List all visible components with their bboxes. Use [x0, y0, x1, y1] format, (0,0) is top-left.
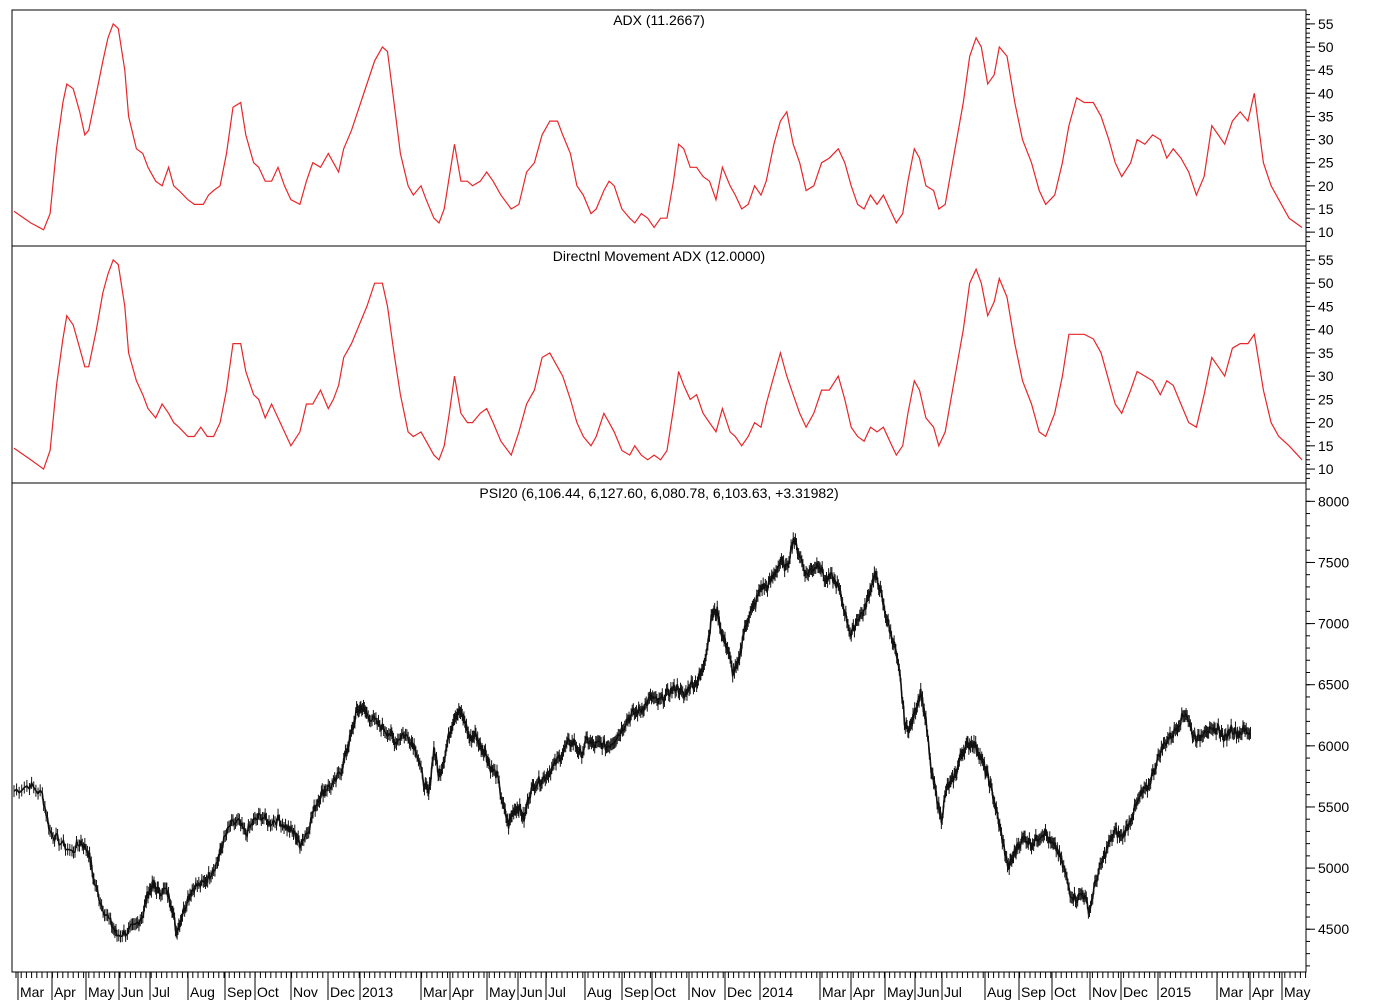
y-tick-label: 50 — [1318, 39, 1334, 55]
x-tick-label: Oct — [1054, 984, 1076, 1000]
y-tick-label: 30 — [1318, 132, 1334, 148]
y-tick-label: 10 — [1318, 224, 1334, 240]
x-tick-label: Sep — [227, 984, 252, 1000]
y-tick-label: 25 — [1318, 391, 1334, 407]
y-tick-label: 35 — [1318, 345, 1334, 361]
x-tick-label: May — [489, 984, 515, 1000]
y-tick-label: 5000 — [1318, 860, 1349, 876]
x-tick-label: Oct — [257, 984, 279, 1000]
x-tick-label: Jul — [152, 984, 170, 1000]
x-tick-label: Jun — [520, 984, 543, 1000]
x-axis: Mar Apr May Jun Jul Aug Sep Oct Nov Dec 2013 Mar Apr… — [15, 972, 1310, 1000]
x-tick-label: Nov — [1092, 984, 1117, 1000]
x-tick-label: 2015 — [1160, 984, 1191, 1000]
y-tick-label: 45 — [1318, 62, 1334, 78]
x-tick-label: Jul — [944, 984, 962, 1000]
x-tick-label: Mar — [20, 984, 44, 1000]
x-tick-label: Aug — [987, 984, 1012, 1000]
y-tick-label: 8000 — [1318, 493, 1349, 509]
x-tick-label: May — [88, 984, 114, 1000]
x-tick-label: Jun — [121, 984, 144, 1000]
y-tick-label: 45 — [1318, 298, 1334, 314]
panel-2: Directnl Movement ADX (12.0000) 10 15 20 25 3… — [13, 248, 1334, 479]
x-tick-label: Mar — [423, 984, 447, 1000]
x-tick-label: Aug — [190, 984, 215, 1000]
y-tick-label: 4500 — [1318, 921, 1349, 937]
chart-panels: ADX (11.2667)10152025303540455055Directn… — [13, 12, 1349, 967]
x-tick-label: Dec — [330, 984, 355, 1000]
x-tick-label: May — [887, 984, 913, 1000]
panel-title: Directnl Movement ADX (12.0000) — [553, 248, 765, 264]
y-tick-label: 5500 — [1318, 799, 1349, 815]
panel-title: PSI20 (6,106.44, 6,127.60, 6,080.78, 6,1… — [479, 485, 838, 501]
x-tick-label: Jun — [917, 984, 940, 1000]
plot-frame — [11, 9, 1307, 973]
y-tick-label: 55 — [1318, 252, 1334, 268]
x-tick-label: Mar — [822, 984, 846, 1000]
x-tick-label: Sep — [624, 984, 649, 1000]
panel-title: ADX (11.2667) — [613, 12, 705, 28]
y-tick-label: 50 — [1318, 275, 1334, 291]
panel-1: ADX (11.2667) 10 15 20 25 30 35 40 45 50 55 — [13, 12, 1334, 242]
x-tick-label: Jul — [548, 984, 566, 1000]
x-tick-label: Dec — [1123, 984, 1148, 1000]
x-tick-label: Nov — [293, 984, 318, 1000]
adx-series-line — [13, 22, 1303, 231]
x-tick-label: Apr — [452, 984, 474, 1000]
x-tick-label: Oct — [654, 984, 676, 1000]
x-tick-label: May — [1284, 984, 1310, 1000]
y-tick-label: 25 — [1318, 155, 1334, 171]
x-tick-label: Apr — [1252, 984, 1274, 1000]
adx-series-line — [13, 258, 1303, 471]
y-tick-label: 40 — [1318, 322, 1334, 338]
y-tick-label: 7000 — [1318, 616, 1349, 632]
x-tick-label: 2013 — [362, 984, 393, 1000]
x-tick-label: Apr — [853, 984, 875, 1000]
x-tick-label: Dec — [727, 984, 752, 1000]
x-tick-label: Aug — [587, 984, 612, 1000]
y-tick-label: 40 — [1318, 85, 1334, 101]
x-tick-label: Sep — [1021, 984, 1046, 1000]
x-tick-label: 2014 — [762, 984, 793, 1000]
y-tick-label: 6000 — [1318, 738, 1349, 754]
chart-frames — [11, 9, 1307, 973]
x-tick-label: Nov — [691, 984, 716, 1000]
y-tick-label: 15 — [1318, 438, 1334, 454]
y-tick-label: 6500 — [1318, 677, 1349, 693]
y-tick-label: 20 — [1318, 415, 1334, 431]
y-tick-label: 7500 — [1318, 554, 1349, 570]
x-tick-label: Apr — [54, 984, 76, 1000]
y-tick-label: 55 — [1318, 16, 1334, 32]
y-tick-label: 30 — [1318, 368, 1334, 384]
y-tick-label: 20 — [1318, 178, 1334, 194]
panel-3: PSI20 (6,106.44, 6,127.60, 6,080.78, 6,1… — [13, 485, 1349, 967]
x-tick-label: Mar — [1219, 984, 1243, 1000]
y-tick-label: 35 — [1318, 108, 1334, 124]
y-tick-label: 10 — [1318, 461, 1334, 477]
y-tick-label: 15 — [1318, 201, 1334, 217]
